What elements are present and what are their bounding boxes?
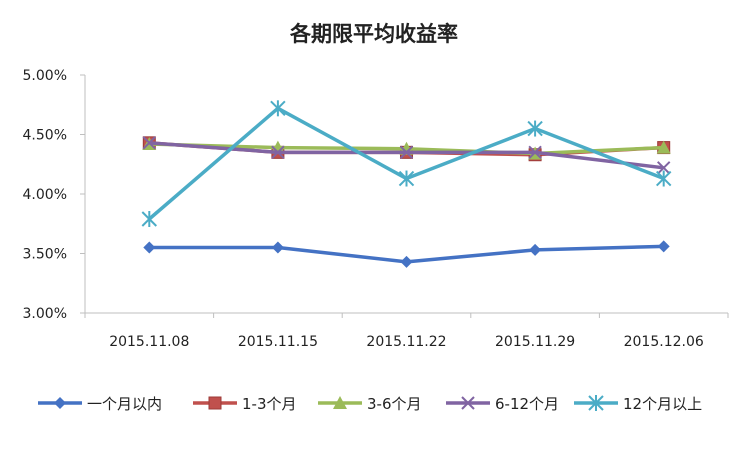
legend-item: 12个月以上 [574, 395, 702, 413]
x-tick-label: 2015.11.29 [495, 334, 575, 350]
data-point [141, 210, 158, 227]
legend-label: 3-6个月 [367, 395, 422, 413]
data-point [399, 145, 414, 160]
data-point [398, 170, 415, 187]
chart-axes [80, 74, 729, 318]
data-point [143, 241, 156, 254]
data-point [656, 161, 671, 175]
legend-item: 6-12个月 [446, 395, 559, 413]
series-line [148, 106, 665, 221]
data-point [333, 396, 347, 409]
y-tick-label: 3.00% [23, 306, 67, 322]
data-point [529, 243, 542, 256]
data-point [208, 396, 222, 410]
y-tick-label: 5.00% [23, 68, 67, 84]
series-4 [142, 136, 671, 175]
data-point [142, 136, 157, 150]
data-point [527, 120, 543, 137]
data-point [655, 170, 672, 187]
x-tick-label: 2015.11.15 [238, 334, 318, 350]
legend-label: 12个月以上 [623, 395, 702, 413]
series-layer [141, 100, 672, 268]
chart-title: 各期限平均收益率 [289, 22, 458, 46]
legend-label: 一个月以内 [87, 395, 162, 413]
legend-label: 1-3个月 [242, 395, 297, 413]
data-point [588, 395, 604, 411]
x-tick-label: 2015.11.08 [109, 334, 189, 350]
y-tick-labels: 3.00% 3.50% 4.00% 4.50% 5.00% [23, 68, 67, 322]
x-tick-label: 2015.11.22 [366, 334, 446, 350]
y-tick-label: 3.50% [23, 247, 67, 263]
data-point [54, 397, 66, 409]
x-tick-labels: 2015.11.08 2015.11.15 2015.11.22 2015.11.29… [109, 334, 704, 350]
series-1 [143, 240, 670, 268]
data-point [271, 241, 284, 254]
x-tick-label: 2015.12.06 [624, 334, 704, 350]
series-5 [141, 100, 672, 227]
legend-label: 6-12个月 [495, 395, 559, 413]
legend-item: 一个月以内 [38, 395, 162, 413]
y-tick-label: 4.50% [23, 128, 67, 144]
data-point [657, 240, 670, 253]
legend-item: 3-6个月 [318, 395, 422, 413]
y-tick-label: 4.00% [23, 187, 67, 203]
legend-item: 1-3个月 [193, 395, 297, 413]
legend: 一个月以内 1-3个月 3-6个月 6-12个月 12个月以上 [38, 395, 702, 413]
data-point [656, 140, 671, 154]
data-point [400, 255, 413, 268]
data-point [271, 145, 285, 160]
data-point [528, 145, 542, 160]
data-point [270, 100, 286, 117]
data-point [461, 396, 475, 410]
